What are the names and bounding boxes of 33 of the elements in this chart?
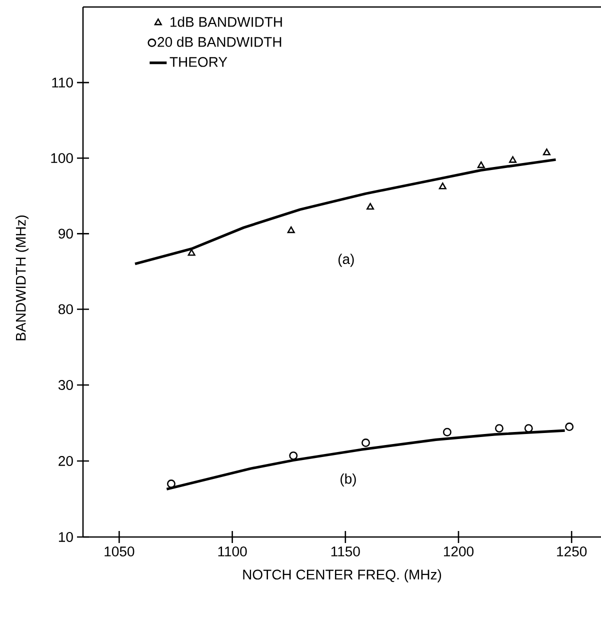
point xyxy=(542,148,550,156)
x-axis-title: NOTCH CENTER FREQ. (MHz) xyxy=(243,569,442,582)
y-tick-label: 80 xyxy=(58,304,73,314)
point xyxy=(362,438,370,447)
x-tick-label: 1100 xyxy=(218,546,247,556)
point xyxy=(509,156,517,163)
y-tick-label: 100 xyxy=(51,153,73,164)
legend-label: 1dB BANDWIDTH xyxy=(170,16,282,27)
point xyxy=(565,422,574,432)
point xyxy=(166,480,176,488)
legend-label: THEORY xyxy=(170,57,228,67)
point xyxy=(287,226,295,234)
point xyxy=(477,161,485,168)
y-tick-label: 20 xyxy=(58,456,73,466)
point xyxy=(438,182,446,190)
point xyxy=(442,428,452,436)
x-tick-label: 1050 xyxy=(104,546,134,556)
y-axis-title: BANDWIDTH (MHz) xyxy=(15,216,29,340)
x-tick-label: 1250 xyxy=(557,546,587,556)
line-series xyxy=(134,158,558,266)
point xyxy=(366,202,374,210)
point xyxy=(188,249,196,256)
annotation: (a) xyxy=(338,254,354,267)
y-tick-label: 10 xyxy=(58,532,73,542)
legend-label: 20 dB BANDWIDTH xyxy=(158,36,282,47)
y-tick-label: 30 xyxy=(58,380,73,390)
y-tick-label: 110 xyxy=(52,78,73,88)
annotation: (b) xyxy=(340,473,356,487)
x-tick-label: 1150 xyxy=(331,546,360,556)
x-tick-label: 1200 xyxy=(444,546,474,556)
point xyxy=(494,424,504,433)
point xyxy=(289,451,298,460)
y-tick-label: 90 xyxy=(58,228,73,239)
